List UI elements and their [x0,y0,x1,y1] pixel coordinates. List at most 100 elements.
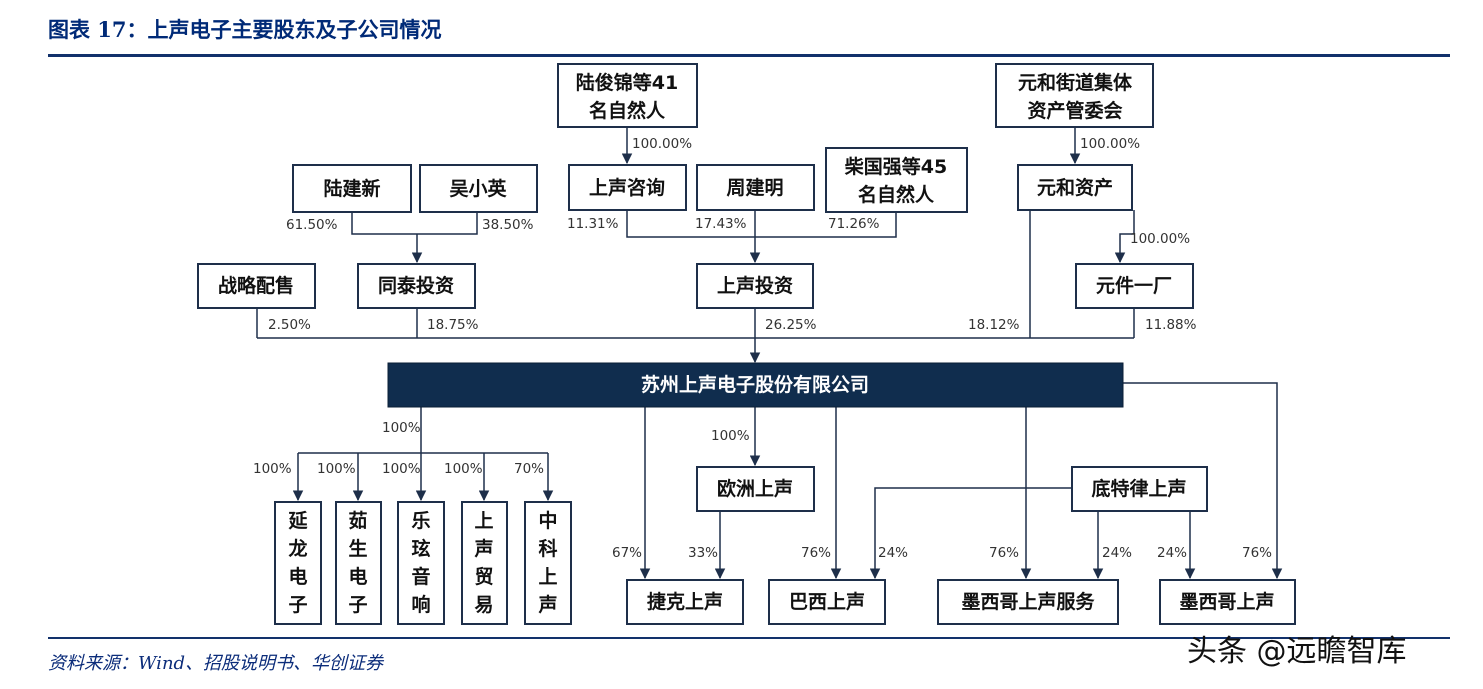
node-yanlong-dianzi: 延 龙 电 子 [274,501,322,625]
page-title: 图表 17：上声电子主要股东及子公司情况 [48,17,442,42]
edge-dite-baxi [869,487,1072,580]
svg-text:元件一厂: 元件一厂 [1096,274,1172,297]
svg-text:战略配售: 战略配售 [218,274,294,297]
svg-text:子: 子 [288,594,307,616]
svg-text:龙: 龙 [288,537,307,560]
svg-text:柴国强等45: 柴国强等45 [844,155,947,178]
bottom-divider [48,637,1450,639]
pct-baxi-dite: 24% [878,545,908,561]
svg-text:欧洲上声: 欧洲上声 [717,477,793,500]
svg-text:元和街道集体: 元和街道集体 [1018,71,1133,94]
svg-text:茹: 茹 [348,509,367,532]
pct-rusheng: 100% [317,461,356,477]
node-main-company: 苏州上声电子股份有限公司 [387,362,1124,408]
node-shangsheng-maoyi: 上 声 贸 易 [461,501,508,625]
svg-text:科: 科 [538,537,557,560]
watermark: 头条 @远瞻智库 [1187,634,1407,669]
svg-text:陆建新: 陆建新 [323,177,380,200]
pct-yuanjian-direct: 11.88% [1145,317,1197,333]
pct-lujunjin: 100.00% [632,136,692,152]
edge-wuxiaoying [417,212,478,235]
svg-text:名自然人: 名自然人 [589,99,666,122]
svg-text:周建明: 周建明 [726,176,783,199]
pct-wuxiaoying: 38.50% [482,217,534,233]
svg-text:声: 声 [473,537,493,560]
pct-mexserv-main: 76% [989,545,1019,561]
svg-text:子: 子 [348,594,367,616]
svg-text:玹: 玹 [411,537,430,560]
edge-lujianxin [351,212,417,235]
svg-text:音: 音 [411,565,430,588]
source-note: 资料来源：Wind、招股说明书、华创证券 [48,653,384,674]
pct-jieke-ouzhou: 33% [688,545,718,561]
node-zhongke-shangsheng: 中 科 上 声 [524,501,572,625]
svg-text:响: 响 [411,593,430,616]
svg-text:生: 生 [348,537,367,560]
node-mexico-shangsheng: 墨西哥上声 [1159,579,1296,625]
pct-subs-group: 100% [382,420,421,436]
pct-yuanjian: 100.00% [1130,231,1190,247]
edge-main-mexico [1123,382,1283,580]
svg-text:名自然人: 名自然人 [858,183,935,206]
pct-yuanhe-zichan: 100.00% [1080,136,1140,152]
pct-yanlong: 100% [253,461,292,477]
node-baxi-shangsheng: 巴西上声 [768,579,886,625]
top-divider [48,54,1450,57]
svg-text:电: 电 [288,565,307,588]
pct-zhongke: 70% [514,461,544,477]
pct-chaiguoqiang: 71.26% [828,216,880,232]
node-shangsheng-touzi: 上声投资 [696,263,814,309]
node-yuanhe-zichan: 元和资产 [1017,164,1133,211]
svg-text:乐: 乐 [411,510,430,532]
pct-mex-dite: 24% [1157,545,1187,561]
node-yuanjian-yichang: 元件一厂 [1075,263,1194,309]
svg-text:上: 上 [538,566,557,588]
svg-text:墨西哥上声: 墨西哥上声 [1179,590,1274,613]
svg-text:声: 声 [537,593,557,616]
node-zhanlue-peishou: 战略配售 [197,263,316,309]
pct-shangsheng-touzi: 26.25% [765,317,817,333]
svg-text:电: 电 [348,565,367,588]
pct-lexuan: 100% [382,461,421,477]
svg-text:吴小英: 吴小英 [449,177,507,200]
node-shangsheng-zixun: 上声咨询 [568,164,687,211]
edge-subs-group [298,407,548,454]
pct-zhoujianming: 17.43% [695,216,747,232]
svg-text:上: 上 [474,510,493,532]
svg-text:陆俊锦等41: 陆俊锦等41 [576,71,678,94]
svg-text:上声投资: 上声投资 [717,274,793,297]
node-zhoujianming: 周建明 [696,164,815,211]
node-lexuan-yinxiang: 乐 玹 音 响 [397,501,445,625]
pct-mex-main: 76% [1242,545,1272,561]
node-lujianxin: 陆建新 [292,164,412,213]
svg-text:巴西上声: 巴西上声 [789,590,865,613]
node-yuanhe-jiedao: 元和街道集体 资产管委会 [995,63,1154,128]
node-ouzhou-shangsheng: 欧洲上声 [696,466,815,512]
edge-chaiguoqiang [755,212,897,238]
pct-yuanhe-direct: 18.12% [968,317,1020,333]
pct-zhanlue: 2.50% [268,317,311,333]
svg-text:苏州上声电子股份有限公司: 苏州上声电子股份有限公司 [641,373,869,396]
pct-mexserv-dite: 24% [1102,545,1132,561]
svg-text:中: 中 [538,509,557,532]
svg-text:资产管委会: 资产管委会 [1027,99,1122,122]
node-detroit-shangsheng: 底特律上声 [1071,466,1208,512]
pct-jieke-main: 67% [612,545,642,561]
node-jieke-shangsheng: 捷克上声 [626,579,744,625]
pct-ouzhou: 100% [711,428,750,444]
svg-text:底特律上声: 底特律上声 [1091,477,1186,500]
svg-text:元和资产: 元和资产 [1037,176,1113,199]
svg-text:上声咨询: 上声咨询 [589,176,665,199]
node-rusheng-dianzi: 茹 生 电 子 [335,501,382,625]
pct-tongtai: 18.75% [427,317,479,333]
node-lujunjin: 陆俊锦等41 名自然人 [557,63,698,128]
svg-text:同泰投资: 同泰投资 [378,274,454,297]
pct-maoyi: 100% [444,461,483,477]
svg-text:易: 易 [474,594,493,616]
node-chaiguoqiang: 柴国强等45 名自然人 [825,147,968,213]
node-wuxiaoying: 吴小英 [419,164,538,213]
edge-yuanhe-yuanjian [1114,210,1135,264]
pct-zixun: 11.31% [567,216,619,232]
svg-text:墨西哥上声服务: 墨西哥上声服务 [961,590,1095,613]
